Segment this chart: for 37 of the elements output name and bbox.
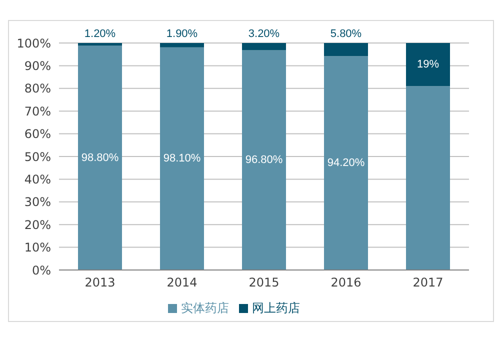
bar: [406, 43, 450, 86]
y-tick-label: 70%: [24, 104, 51, 118]
x-tick-label: 2015: [248, 276, 280, 290]
bar: [160, 47, 204, 270]
y-tick-label: 0%: [32, 263, 51, 278]
bar: [242, 43, 286, 50]
bar: [324, 56, 368, 270]
data-label: 96.80%: [245, 154, 283, 166]
data-label: 3.20%: [248, 28, 280, 40]
y-tick-label: 80%: [24, 82, 51, 96]
legend-label: 实体药店: [181, 301, 229, 315]
y-tick-label: 60%: [24, 127, 51, 142]
bar: [78, 46, 122, 270]
bar: [78, 43, 122, 46]
data-label: 19%: [416, 58, 440, 71]
x-tick-label: 2014: [166, 276, 198, 290]
legend-label: 网上药店: [252, 301, 300, 315]
data-label: 98.10%: [163, 152, 201, 165]
y-tick-label: 20%: [24, 218, 51, 232]
data-label: 1.20%: [84, 28, 116, 40]
bar: [324, 43, 368, 56]
y-tick-label: 10%: [24, 240, 51, 255]
data-label: 98.80%: [81, 152, 119, 164]
x-tick-label: 2013: [84, 276, 116, 290]
data-label: 1.90%: [166, 28, 198, 40]
bar: [160, 43, 204, 48]
y-tick-label: 100%: [16, 36, 51, 50]
data-label: 5.80%: [330, 28, 362, 40]
bar: [242, 50, 286, 270]
bar: [406, 86, 450, 270]
x-tick-label: 2016: [330, 276, 362, 290]
y-tick-label: 30%: [24, 195, 51, 210]
y-tick-label: 40%: [24, 172, 51, 186]
y-tick-label: 90%: [24, 58, 51, 73]
x-tick-label: 2017: [412, 276, 444, 290]
y-tick-label: 50%: [24, 150, 51, 164]
data-label: 94.20%: [327, 157, 365, 170]
